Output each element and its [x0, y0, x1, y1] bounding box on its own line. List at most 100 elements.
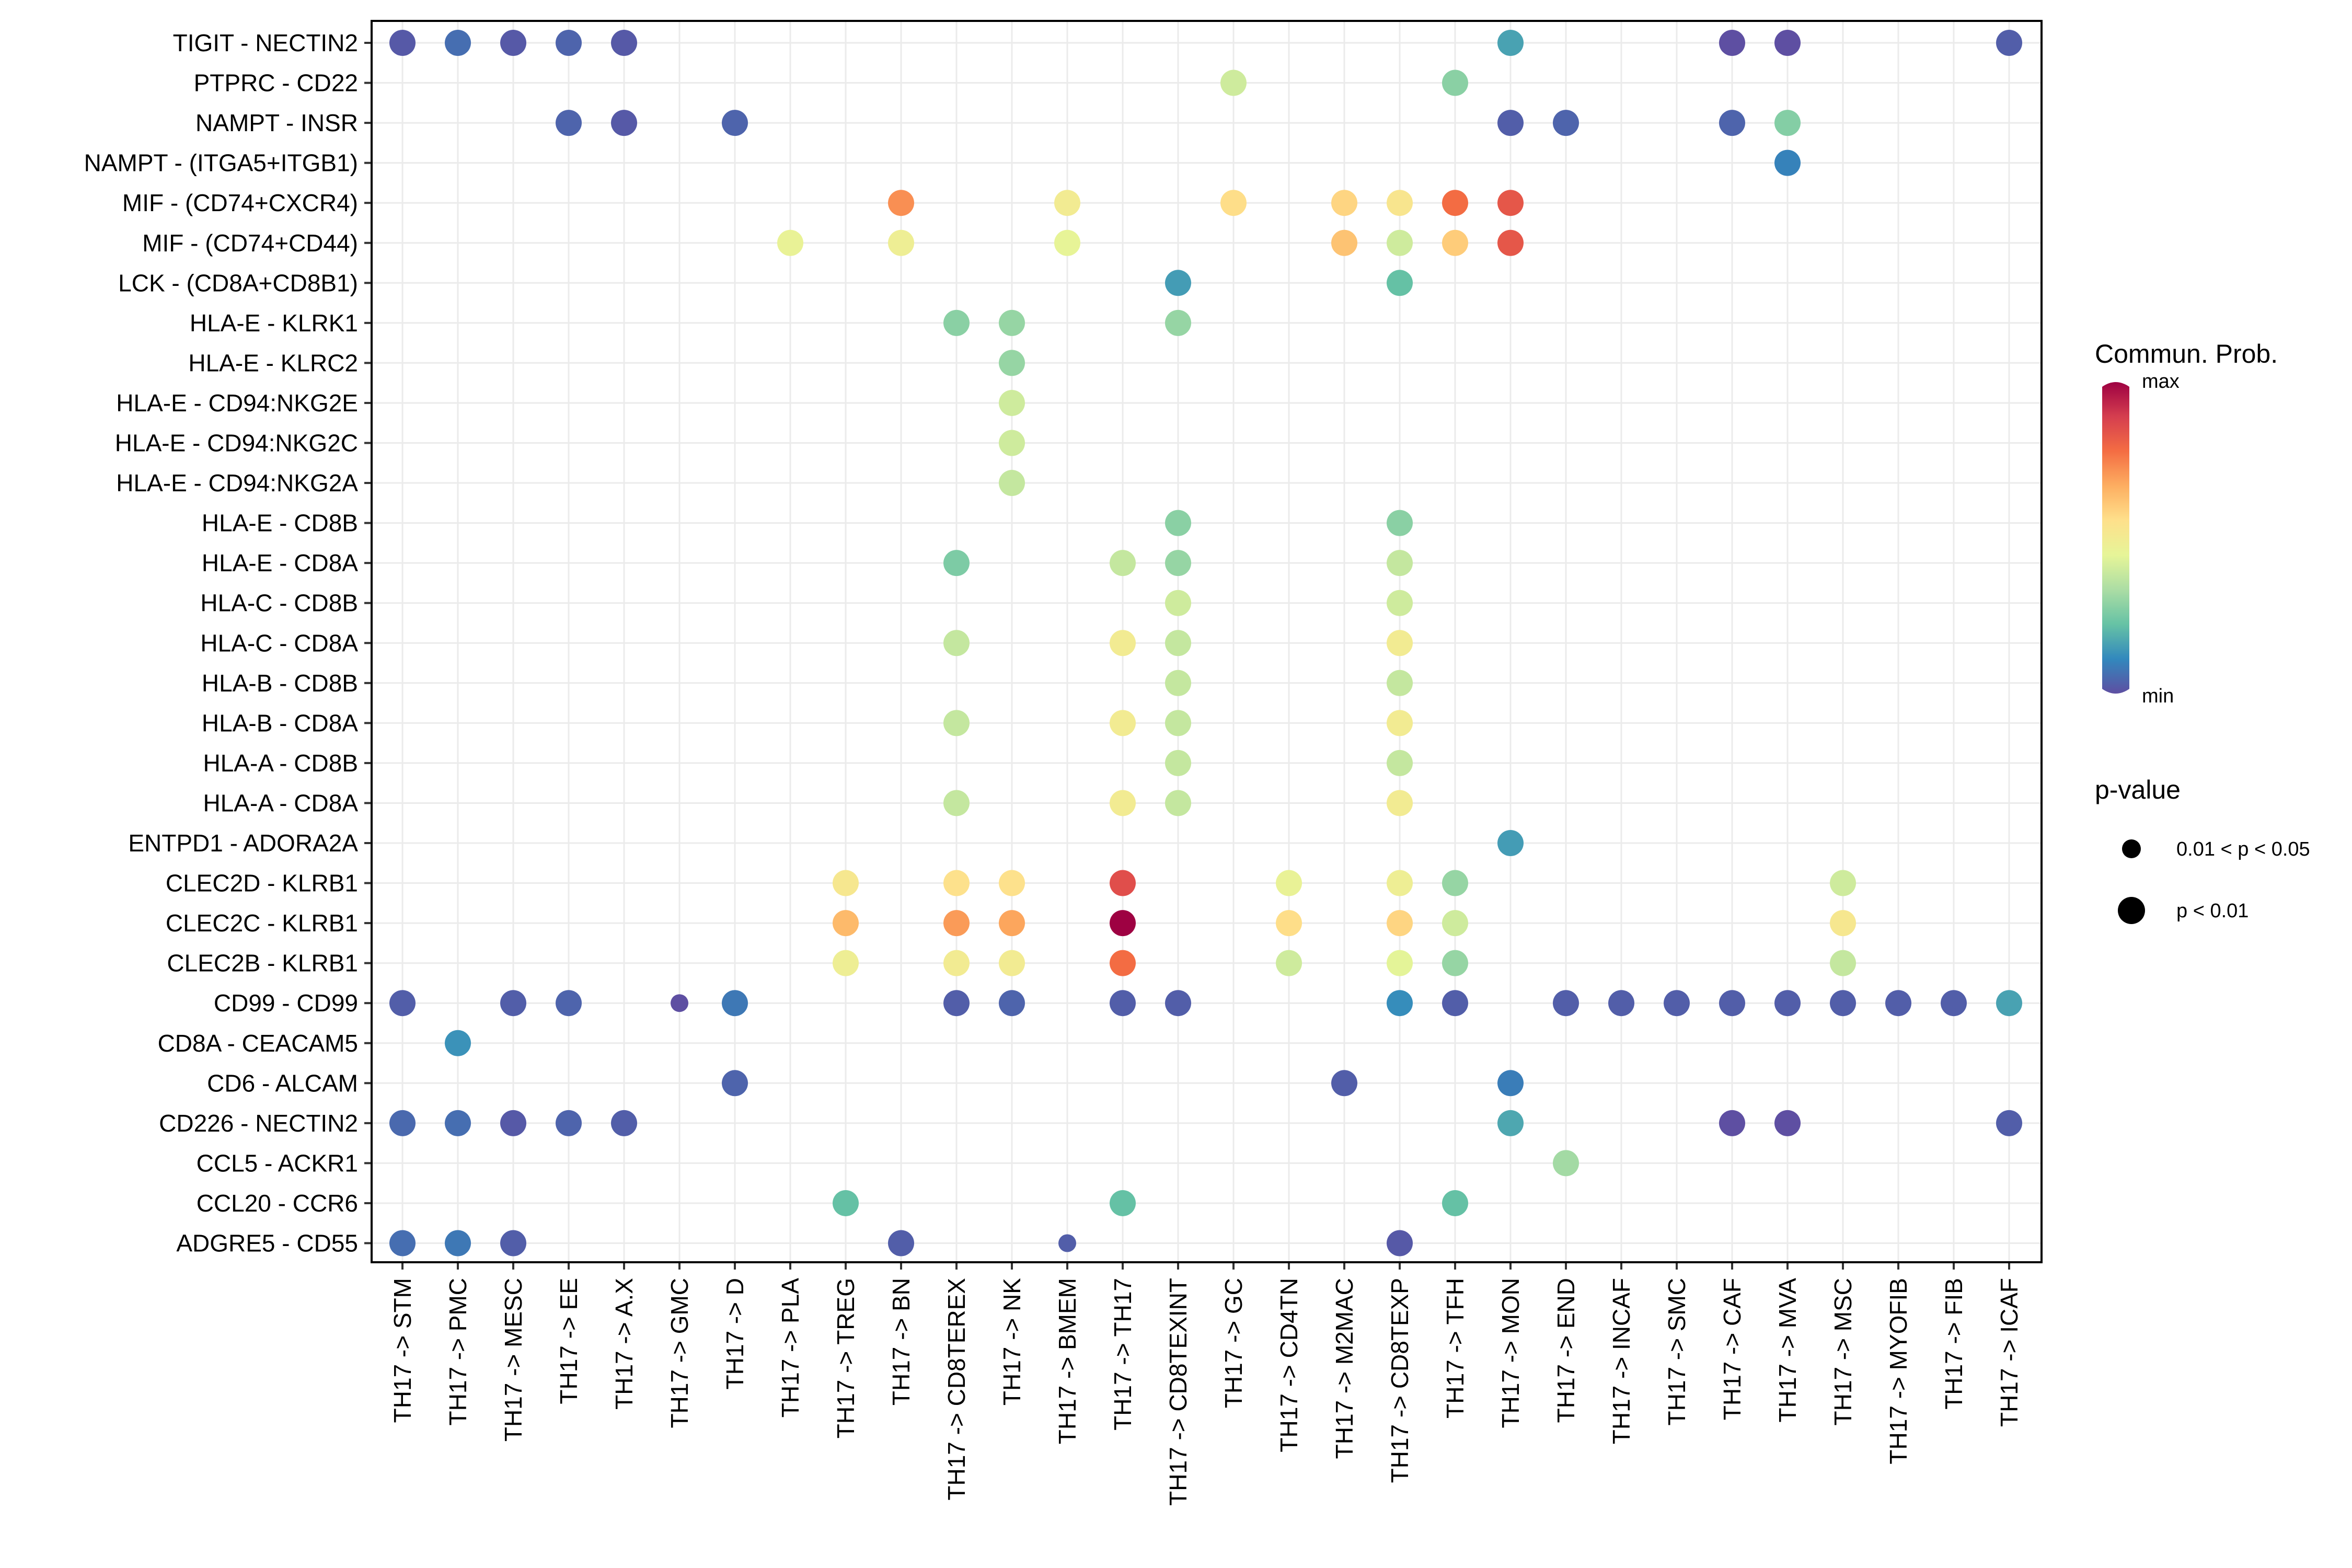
y-tick-label: HLA-E - KLRC2 — [188, 349, 358, 376]
data-point — [1719, 990, 1745, 1017]
data-point — [1387, 550, 1413, 577]
data-point — [1497, 190, 1524, 216]
data-point — [611, 30, 637, 56]
data-point — [1719, 1110, 1745, 1136]
data-point — [943, 309, 970, 336]
y-tick-label: HLA-C - CD8B — [200, 590, 358, 617]
data-point — [1165, 670, 1191, 696]
data-point — [1774, 30, 1801, 56]
x-tick-label: TH17 -> M2MAC — [1331, 1278, 1358, 1459]
y-tick-label: HLA-B - CD8A — [202, 709, 358, 736]
x-tick-label: TH17 -> MYOFIB — [1885, 1278, 1912, 1465]
y-tick-label: MIF - (CD74+CXCR4) — [122, 189, 358, 216]
data-point — [556, 30, 582, 56]
data-point — [1664, 990, 1690, 1017]
data-point — [833, 1190, 859, 1216]
data-point — [1830, 990, 1856, 1017]
data-point — [1165, 309, 1191, 336]
y-tick-label: NAMPT - INSR — [195, 109, 358, 136]
data-point — [1110, 710, 1136, 736]
y-tick-label: TIGIT - NECTIN2 — [173, 29, 358, 56]
data-point — [1497, 229, 1524, 256]
y-tick-label: HLA-E - CD94:NKG2A — [116, 469, 358, 497]
data-point — [1276, 870, 1302, 896]
data-point — [556, 1110, 582, 1136]
y-tick-label: CCL20 - CCR6 — [197, 1190, 358, 1217]
data-point — [1719, 110, 1745, 136]
data-point — [1054, 190, 1080, 216]
data-point — [1220, 70, 1247, 96]
data-point — [389, 30, 416, 56]
x-tick-label: TH17 -> STM — [389, 1278, 416, 1423]
x-tick-label: TH17 -> EE — [555, 1278, 582, 1404]
data-point — [1387, 1230, 1413, 1256]
x-tick-label: TH17 -> NK — [998, 1278, 1025, 1405]
color-legend-min-label: min — [2142, 685, 2174, 707]
size-legend-title: p-value — [2095, 775, 2181, 804]
size-legend-label-large: p < 0.01 — [2176, 900, 2249, 922]
x-tick-label: TH17 -> ICAF — [1996, 1278, 2023, 1427]
data-point — [389, 990, 416, 1017]
x-tick-label: TH17 -> CD8TEXINT — [1165, 1278, 1192, 1506]
data-point — [1387, 750, 1413, 776]
x-tick-label: TH17 -> CAF — [1719, 1278, 1746, 1420]
data-point — [1774, 990, 1801, 1017]
color-legend-bar — [2102, 382, 2129, 694]
data-point — [943, 790, 970, 816]
data-point — [556, 990, 582, 1017]
data-point — [999, 950, 1025, 976]
data-point — [1442, 870, 1468, 896]
y-tick-label: CCL5 - ACKR1 — [197, 1149, 358, 1177]
y-tick-label: CLEC2B - KLRB1 — [167, 950, 358, 977]
data-point — [1387, 670, 1413, 696]
y-tick-label: CD99 - CD99 — [214, 989, 358, 1017]
y-tick-label: CD226 - NECTIN2 — [159, 1110, 358, 1137]
data-point — [1774, 1110, 1801, 1136]
y-tick-label: HLA-B - CD8B — [202, 670, 358, 697]
x-tick-label: TH17 -> BN — [887, 1278, 915, 1405]
data-point — [1442, 950, 1468, 976]
data-point — [1941, 990, 1967, 1017]
y-tick-label: HLA-A - CD8A — [203, 789, 358, 816]
data-point — [1497, 830, 1524, 856]
data-point — [611, 1110, 637, 1136]
y-tick-label: CD8A - CEACAM5 — [158, 1030, 358, 1057]
data-point — [833, 870, 859, 896]
data-point — [1830, 910, 1856, 937]
x-tick-label: TH17 -> PMC — [444, 1278, 471, 1425]
y-tick-label: HLA-E - CD94:NKG2C — [115, 430, 358, 457]
data-point — [833, 950, 859, 976]
data-point — [1110, 870, 1136, 896]
data-point — [1110, 550, 1136, 577]
data-point — [389, 1110, 416, 1136]
data-point — [1054, 229, 1080, 256]
x-tick-label: TH17 -> TH17 — [1109, 1278, 1136, 1431]
data-point — [1774, 149, 1801, 176]
y-tick-label: MIF - (CD74+CD44) — [142, 229, 358, 257]
x-tick-label: TH17 -> MSC — [1829, 1278, 1857, 1425]
y-tick-label: HLA-E - KLRK1 — [190, 309, 358, 337]
data-point — [1996, 990, 2022, 1017]
data-point — [1387, 229, 1413, 256]
data-point — [671, 994, 688, 1012]
x-tick-label: TH17 -> MON — [1497, 1278, 1524, 1428]
y-tick-label: ENTPD1 - ADORA2A — [128, 829, 358, 857]
data-point — [1830, 870, 1856, 896]
y-tick-label: HLA-A - CD8B — [203, 750, 358, 777]
data-point — [722, 1070, 748, 1097]
x-tick-label: TH17 -> GC — [1220, 1278, 1247, 1408]
y-tick-label: CLEC2D - KLRB1 — [166, 870, 358, 897]
data-point — [1165, 550, 1191, 577]
data-point — [722, 990, 748, 1017]
data-point — [500, 1230, 526, 1256]
data-point — [943, 870, 970, 896]
x-tick-label: TH17 -> GMC — [666, 1278, 693, 1428]
data-point — [1387, 590, 1413, 616]
data-point — [1331, 1070, 1357, 1097]
data-point — [999, 470, 1025, 497]
data-point — [1165, 270, 1191, 296]
data-point — [445, 30, 471, 56]
size-legend-dot-small — [2122, 839, 2141, 858]
color-legend-max-label: max — [2142, 371, 2180, 393]
data-point — [1497, 1110, 1524, 1136]
